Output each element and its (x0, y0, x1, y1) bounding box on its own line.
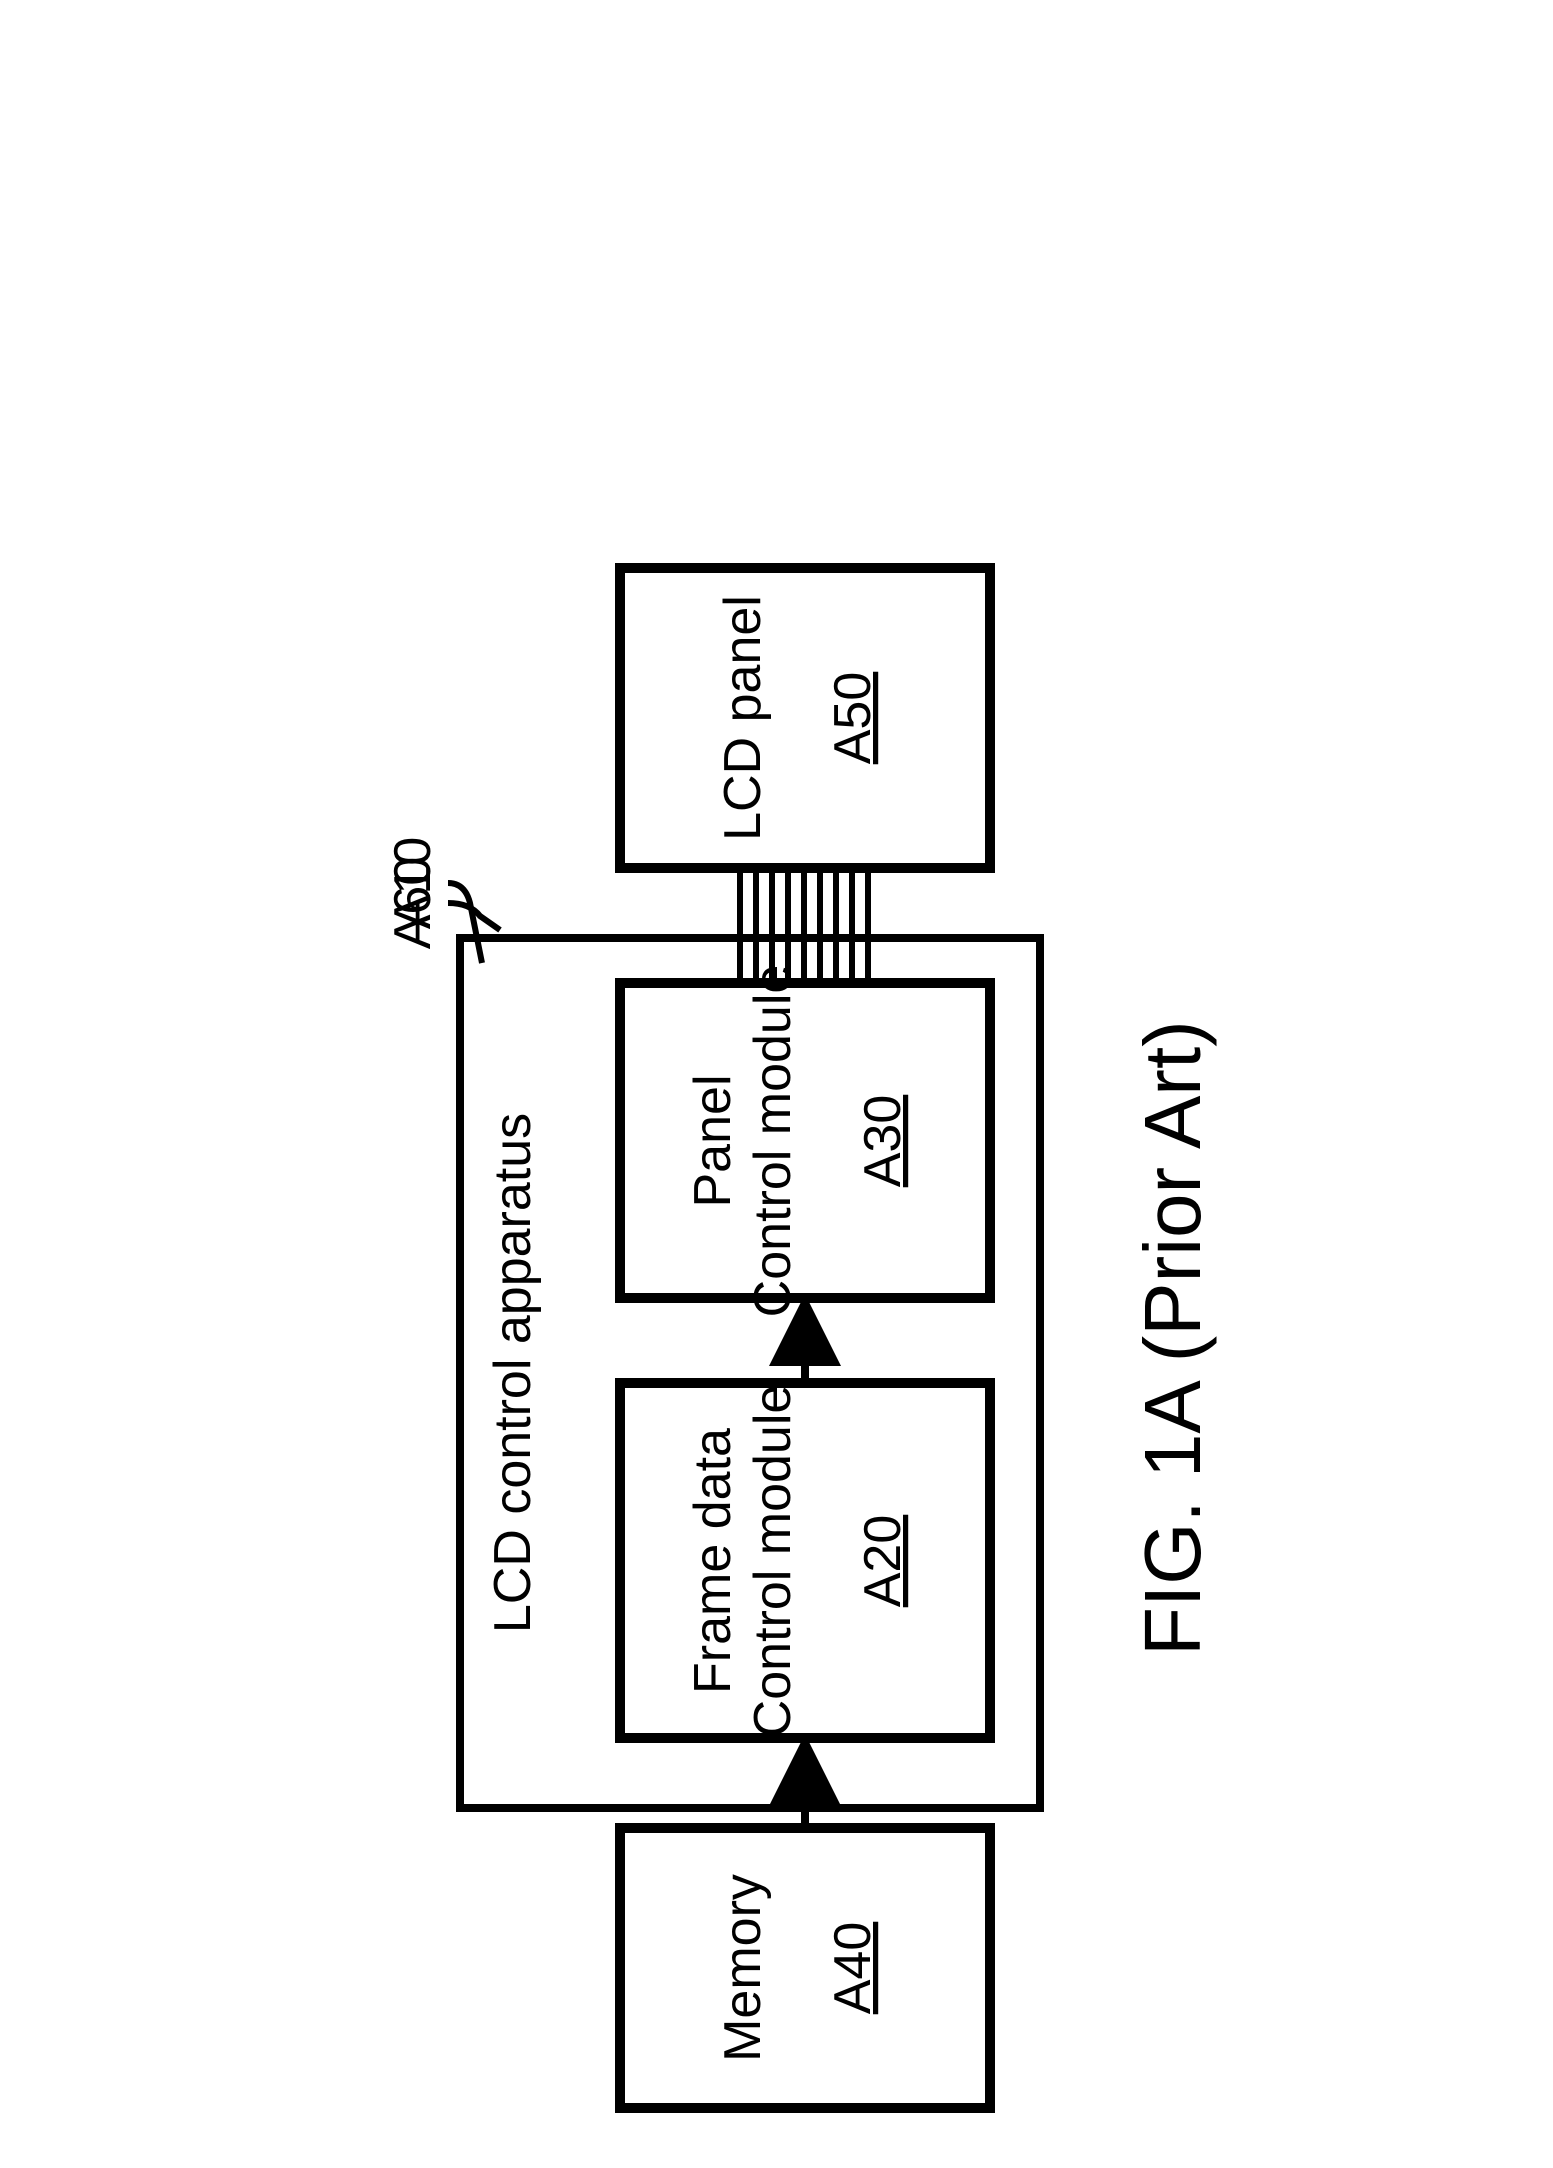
ref-a60: A60 (384, 857, 442, 950)
panel-label-1: Panel (684, 1075, 742, 1208)
memory-label: Memory (714, 1874, 772, 2062)
figure-caption: FIG. 1A (Prior Art) (1128, 1020, 1217, 1656)
frame-label-1: Frame data (684, 1428, 742, 1694)
memory-ref: A40 (824, 1922, 882, 2015)
lcd-ref: A50 (824, 672, 882, 765)
container-title: LCD control apparatus (484, 1113, 542, 1633)
memory-box (620, 1828, 990, 2108)
lcd-label: LCD panel (714, 595, 772, 841)
lcd-box (620, 568, 990, 868)
panel-box (620, 983, 990, 1298)
frame-box (620, 1383, 990, 1738)
panel-label-2: Control module (744, 965, 802, 1318)
frame-label-2: Control module (744, 1385, 802, 1738)
frame-ref: A20 (854, 1515, 912, 1608)
panel-ref: A30 (854, 1095, 912, 1188)
